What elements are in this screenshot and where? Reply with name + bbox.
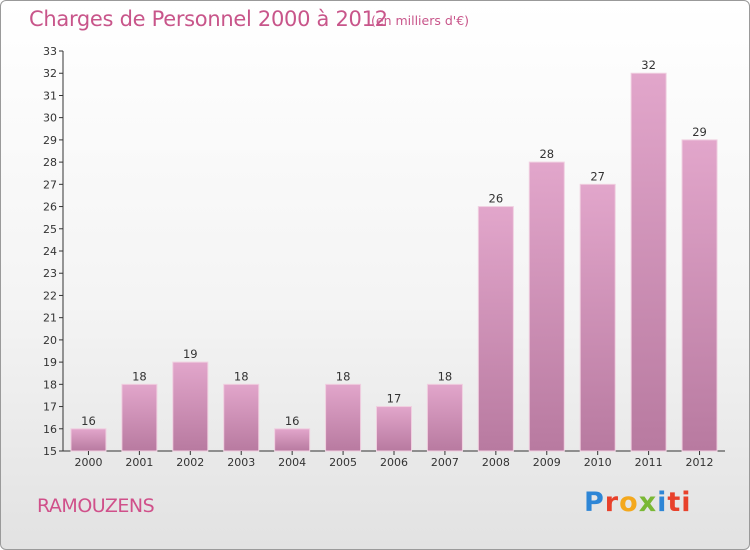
bar-value-label: 28 [539, 147, 554, 161]
x-tick-label: 2002 [176, 456, 204, 469]
y-tick-label: 22 [43, 289, 57, 302]
x-tick-label: 2004 [278, 456, 306, 469]
y-tick-label: 19 [43, 356, 57, 369]
commune-name: RAMOUZENS [37, 495, 155, 517]
y-tick-label: 17 [43, 401, 57, 414]
x-tick-label: 2006 [380, 456, 408, 469]
bar [477, 206, 514, 452]
chart-subtitle: (en milliers d'€) [371, 13, 470, 28]
proxiti-logo: Proxiti [584, 487, 692, 518]
y-tick-label: 21 [43, 312, 57, 325]
bar-value-label: 16 [81, 414, 96, 428]
x-tick-label: 2009 [533, 456, 561, 469]
y-tick-label: 18 [43, 378, 57, 391]
y-tick-label: 24 [43, 245, 57, 258]
x-tick-label: 2003 [227, 456, 255, 469]
x-tick-label: 2011 [635, 456, 663, 469]
bar [325, 383, 362, 452]
bar [274, 428, 311, 452]
y-tick-label: 15 [43, 445, 57, 458]
chart-title: Charges de Personnel 2000 à 2012 [29, 7, 388, 31]
bar-value-label: 16 [285, 414, 300, 428]
bar [426, 383, 463, 452]
bar [681, 139, 718, 452]
logo-letter: r [604, 487, 620, 518]
x-tick-label: 2007 [431, 456, 459, 469]
bar [70, 428, 107, 452]
bar-value-label: 26 [489, 192, 504, 206]
x-tick-label: 2000 [74, 456, 102, 469]
y-tick-label: 23 [43, 267, 57, 280]
x-tick-label: 2001 [125, 456, 153, 469]
bar [172, 361, 209, 452]
bar-value-label: 18 [132, 369, 147, 383]
bar-value-label: 17 [387, 392, 402, 406]
logo-letter: x [638, 487, 658, 518]
y-tick-label: 31 [43, 89, 57, 102]
y-tick-label: 25 [43, 223, 57, 236]
bar [630, 72, 667, 452]
bar-value-label: 19 [183, 347, 198, 361]
x-tick-label: 2005 [329, 456, 357, 469]
y-tick-label: 16 [43, 423, 57, 436]
bar-value-label: 29 [692, 125, 707, 139]
y-tick-label: 20 [43, 334, 57, 347]
y-tick-label: 32 [43, 67, 57, 80]
y-tick-label: 28 [43, 156, 57, 169]
x-tick-label: 2012 [686, 456, 714, 469]
bar-value-label: 18 [234, 369, 249, 383]
y-tick-label: 27 [43, 178, 57, 191]
x-tick-label: 2010 [584, 456, 612, 469]
bar [223, 383, 260, 452]
logo-letter: P [584, 487, 605, 518]
y-tick-label: 33 [43, 45, 57, 58]
logo-letter: i [657, 487, 668, 518]
bar [528, 161, 565, 452]
y-tick-label: 26 [43, 201, 57, 214]
x-tick-label: 2008 [482, 456, 510, 469]
bar [579, 183, 616, 452]
bar-value-label: 18 [438, 369, 453, 383]
y-tick-label: 29 [43, 134, 57, 147]
logo-letter: o [619, 487, 639, 518]
bar [376, 406, 412, 452]
y-tick-label: 30 [43, 112, 57, 125]
bar-value-label: 27 [590, 169, 605, 183]
bar-value-label: 18 [336, 369, 351, 383]
bar-value-label: 32 [641, 58, 656, 72]
logo-letter: ti [667, 487, 692, 518]
bar [121, 383, 158, 452]
